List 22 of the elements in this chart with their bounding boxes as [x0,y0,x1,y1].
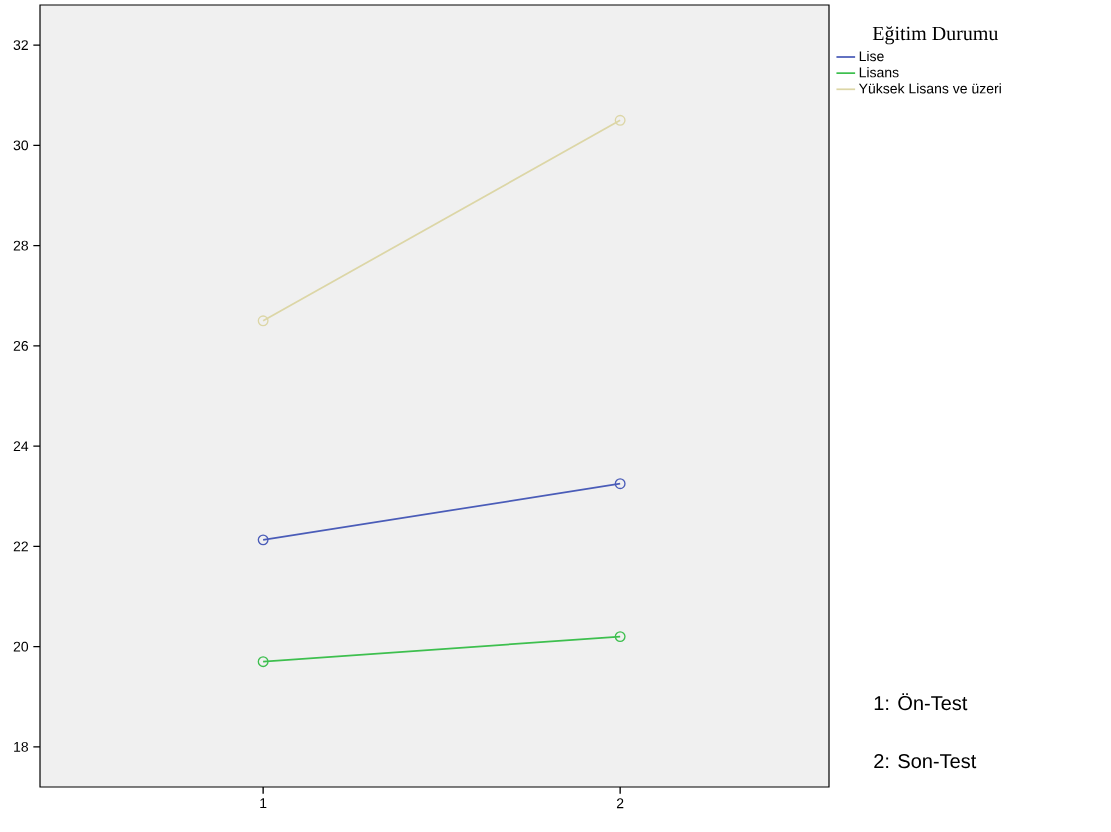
point [257,315,269,327]
point [614,631,626,643]
y-tick-label: 20 [13,641,29,652]
y-tick-label: 26 [13,340,29,351]
text: 1: Ön-Test [874,693,968,711]
legend-label: Lisans [859,67,899,78]
point [614,114,626,126]
point [257,534,269,546]
legend-label: Lise [859,50,884,62]
y-tick-label: 32 [13,40,28,51]
text: 2: Son-Test [874,754,977,769]
point [614,478,626,490]
x-tick-label: 1 [260,798,267,808]
y-tick-label: 18 [14,741,29,752]
y-tick-label: 30 [13,140,29,151]
y-tick-label: 24 [13,441,29,451]
x-tick-label: 2 [616,798,624,809]
y-tick-label: 22 [13,541,28,552]
y-tick-label: 28 [13,240,29,251]
point [257,656,269,668]
legend-label: Yüksek Lisans ve üzeri [858,83,1001,94]
legend-title: Eğitim Durumu [872,26,999,45]
